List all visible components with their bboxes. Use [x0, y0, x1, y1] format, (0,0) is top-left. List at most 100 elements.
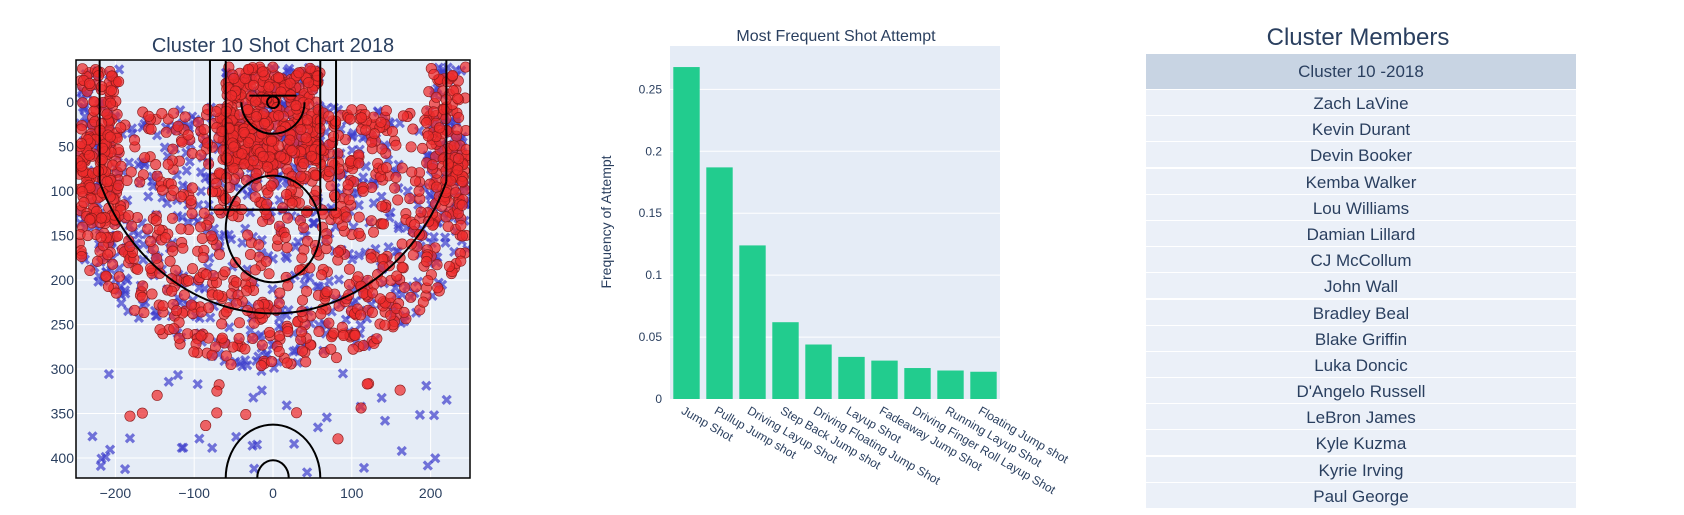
made-shot-marker	[417, 296, 429, 308]
bar	[739, 245, 766, 399]
made-shot-marker	[76, 186, 88, 198]
made-shot-marker	[172, 120, 184, 132]
made-shot-marker	[298, 158, 310, 170]
made-shot-marker	[312, 70, 324, 82]
bar-y-tick-label: 0.2	[645, 144, 662, 158]
cluster-member-row: Kyrie Irving	[1146, 456, 1576, 482]
made-shot-marker	[263, 268, 275, 280]
missed-shot-marker	[248, 392, 259, 403]
made-shot-marker	[415, 206, 427, 218]
made-shot-marker	[387, 125, 399, 137]
made-shot-marker	[261, 198, 273, 210]
made-shot-marker	[216, 318, 228, 330]
bar	[937, 370, 964, 399]
made-shot-marker	[129, 304, 141, 316]
made-shot-marker	[242, 229, 254, 241]
made-shot-marker	[407, 123, 419, 135]
court-restricted-area	[240, 102, 306, 135]
missed-shot-marker	[103, 368, 115, 380]
made-shot-marker	[405, 291, 417, 303]
made-shot-marker	[168, 107, 180, 119]
cluster-members-panel: Cluster Members Cluster 10 -2018 Zach La…	[1140, 0, 1580, 510]
cluster-member-row: Kevin Durant	[1146, 116, 1576, 142]
made-shot-marker	[203, 302, 215, 314]
made-shot-marker	[440, 211, 452, 223]
bar-chart: Most Frequent Shot Attempt 00.050.10.150…	[598, 28, 1071, 497]
made-shot-marker	[343, 263, 355, 275]
made-shot-marker	[156, 108, 168, 120]
cluster-member-row: Damian Lillard	[1146, 220, 1576, 246]
missed-shot-marker	[247, 440, 258, 451]
made-shot-marker	[455, 219, 467, 231]
court-center-circle-inner	[256, 459, 290, 478]
shots-layer	[76, 61, 470, 478]
missed-shot-marker	[192, 378, 203, 390]
made-shot-marker	[360, 124, 372, 136]
made-shot-marker	[442, 158, 454, 170]
made-shot-marker	[249, 264, 261, 276]
made-shot-marker	[151, 170, 163, 182]
missed-shot-marker	[226, 233, 237, 245]
made-shot-marker	[421, 256, 433, 268]
bar	[904, 368, 931, 399]
made-shot-marker	[159, 232, 171, 244]
missed-shot-marker	[312, 422, 324, 433]
made-shot-marker	[347, 343, 359, 355]
made-shot-marker	[257, 150, 269, 162]
made-shot-marker	[405, 141, 417, 153]
missed-shot-marker	[358, 462, 370, 474]
made-shot-marker	[77, 97, 89, 109]
made-shot-marker	[282, 326, 294, 338]
missed-shot-marker	[120, 288, 131, 299]
missed-shot-marker	[323, 275, 335, 287]
made-shot-marker	[162, 158, 174, 170]
made-shot-marker	[376, 143, 388, 155]
bar-chart-panel: Most Frequent Shot Attempt 0 0.05 0.1 0.15 0…	[590, 0, 1110, 510]
made-shot-marker	[356, 112, 368, 124]
missed-shot-marker	[308, 217, 319, 229]
made-shot-marker	[421, 117, 433, 129]
made-shot-marker	[220, 350, 232, 362]
made-shot-marker	[290, 100, 302, 112]
missed-shot-marker	[143, 191, 154, 202]
made-shot-marker	[150, 159, 162, 171]
made-shot-marker	[365, 215, 377, 227]
cluster-members-title: Cluster Members	[1266, 24, 1450, 51]
made-shot-marker	[242, 63, 254, 75]
made-shot-marker	[284, 77, 296, 89]
made-shot-marker	[132, 263, 144, 275]
made-shot-marker	[228, 162, 240, 174]
made-shot-marker	[92, 255, 104, 267]
made-shot-marker	[101, 108, 113, 120]
made-shot-marker	[423, 86, 435, 98]
missed-shot-marker	[256, 385, 267, 396]
made-shot-marker	[145, 235, 157, 247]
made-shot-marker	[257, 66, 269, 78]
made-shot-marker	[296, 252, 308, 264]
made-shot-marker	[313, 325, 325, 337]
made-shot-marker	[274, 287, 286, 299]
cluster-members-rows: Zach LaVine Kevin Durant Devin Booker Kemba…	[1146, 90, 1576, 509]
made-shot-marker	[390, 172, 402, 184]
missed-shot-marker	[274, 321, 285, 332]
made-shot-marker	[84, 265, 96, 277]
made-shot-marker	[450, 187, 462, 199]
made-shot-marker	[225, 358, 237, 370]
made-shot-marker	[178, 289, 190, 301]
missed-shot-marker	[237, 237, 248, 248]
made-shot-marker	[233, 317, 245, 329]
missed-shot-marker	[133, 229, 144, 240]
made-shot-marker	[380, 162, 392, 174]
made-shot-marker	[280, 231, 292, 243]
made-shot-marker	[353, 211, 365, 223]
made-shot-marker	[266, 135, 278, 147]
made-shot-marker	[438, 104, 450, 116]
made-shot-marker	[136, 291, 148, 303]
made-shot-marker	[151, 252, 163, 264]
made-shot-marker	[248, 79, 260, 91]
made-shot-marker	[177, 242, 189, 254]
made-shot-marker	[167, 184, 179, 196]
missed-shot-marker	[414, 409, 426, 421]
made-shot-marker	[211, 407, 223, 419]
made-shot-marker	[448, 140, 460, 152]
